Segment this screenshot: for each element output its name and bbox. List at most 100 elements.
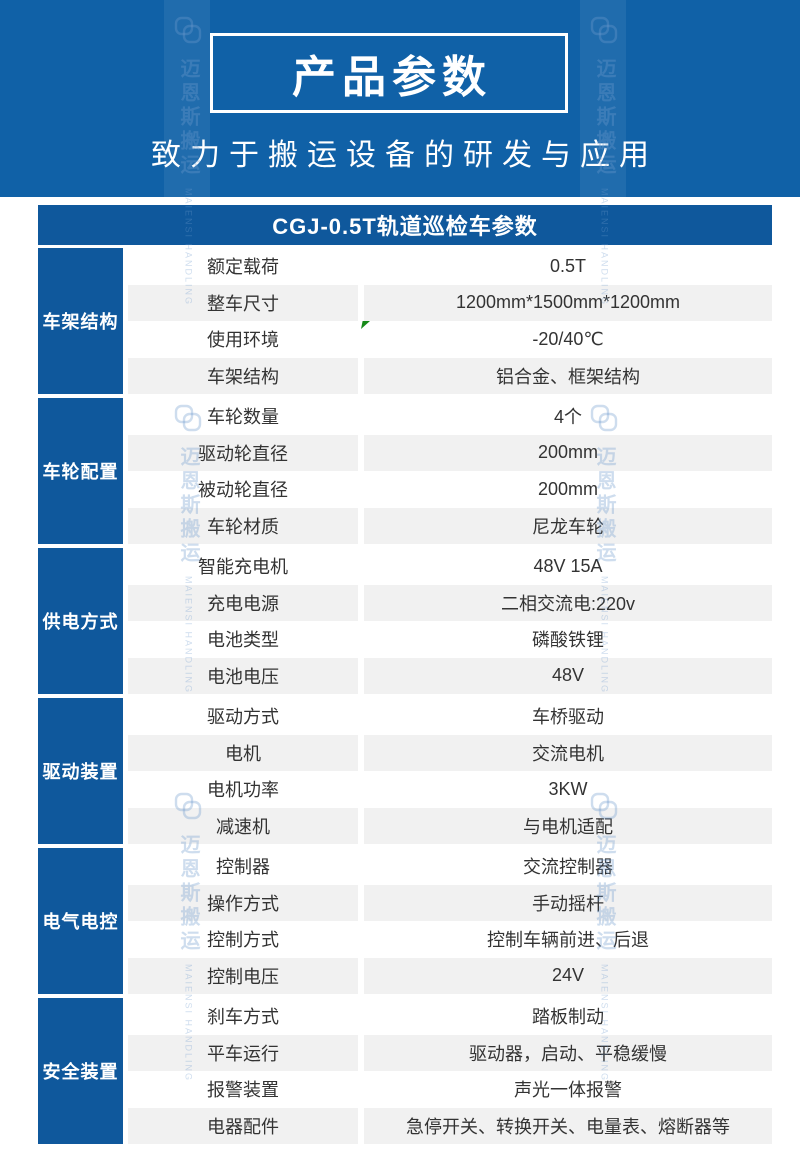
spec-value: 与电机适配: [364, 807, 772, 844]
spec-label: 控制器: [216, 857, 270, 878]
spec-label: 充电电源: [128, 584, 358, 621]
spec-label: 平车运行: [128, 1034, 358, 1071]
table-row: 驱动方式 车桥驱动: [128, 698, 772, 735]
table-row: 控制方式 控制车辆前进、后退: [128, 921, 772, 958]
table-row: 充电电源 二相交流电:220v: [128, 584, 772, 621]
spec-value: 手动摇杆: [364, 884, 772, 921]
spec-label: 整车尺寸: [128, 284, 358, 321]
table-row: 电池类型 磷酸铁锂: [128, 621, 772, 658]
table-row: 智能充电机 48V 15A: [128, 548, 772, 585]
page-title: 产品参数: [292, 53, 492, 102]
spec-value: 二相交流电:220v: [364, 584, 772, 621]
table-row: 驱动轮直径 200mm: [128, 434, 772, 471]
spec-label: 车轮数量: [207, 407, 279, 428]
table-row: 报警装置 声光一体报警: [128, 1071, 772, 1108]
spec-value: -20/40℃: [532, 328, 604, 349]
table-row: 整车尺寸 1200mm*1500mm*1200mm: [128, 284, 772, 321]
spec-value: 车桥驱动: [532, 707, 604, 728]
spec-label: 电池类型: [207, 630, 279, 651]
table-row: 操作方式 手动摇杆: [128, 884, 772, 921]
spec-value: 48V 15A: [533, 555, 603, 576]
spec-label: 电机: [128, 734, 358, 771]
table-row: 额定载荷 0.5T: [128, 248, 772, 285]
table-row: 电机 交流电机: [128, 734, 772, 771]
watermark-strip: [164, 0, 210, 197]
spec-value: 0.5T: [549, 255, 587, 276]
spec-label: 驱动轮直径: [128, 434, 358, 471]
spec-label: 刹车方式: [207, 1007, 279, 1028]
spec-label: 控制电压: [128, 957, 358, 994]
spec-group-electric: 电气电控 控制器 交流控制器 操作方式 手动摇杆 控制方式 控制车辆前进、后退 …: [38, 848, 772, 994]
table-row: 电器配件 急停开关、转换开关、电量表、熔断器等: [128, 1107, 772, 1144]
table-row: 电池电压 48V: [128, 657, 772, 694]
table-row: 车架结构 铝合金、框架结构: [128, 357, 772, 394]
group-rows: 智能充电机 48V 15A 充电电源 二相交流电:220v 电池类型 磷酸铁锂 …: [128, 548, 772, 694]
spec-value: 4个: [553, 407, 582, 428]
category-cell: 安全装置: [38, 998, 123, 1144]
table-row: 平车运行 驱动器，启动、平稳缓慢: [128, 1034, 772, 1071]
watermark-strip: [580, 0, 626, 197]
category-cell: 车架结构: [38, 248, 123, 394]
spec-label: 电器配件: [128, 1107, 358, 1144]
spec-label: 控制方式: [207, 930, 279, 951]
spec-label: 驱动方式: [207, 707, 279, 728]
spec-value: 踏板制动: [532, 1007, 604, 1028]
cursor-marker-icon: [361, 321, 370, 329]
group-rows: 驱动方式 车桥驱动 电机 交流电机 电机功率 3KW 减速机 与电机适配: [128, 698, 772, 844]
spec-group-wheels: 车轮配置 车轮数量 4个 驱动轮直径 200mm 被动轮直径 200mm 车轮材…: [38, 398, 772, 544]
spec-label: 被动轮直径: [198, 480, 288, 501]
spec-value: 声光一体报警: [514, 1080, 622, 1101]
group-rows: 刹车方式 踏板制动 平车运行 驱动器，启动、平稳缓慢 报警装置 声光一体报警 电…: [128, 998, 772, 1144]
spec-label: 电机功率: [207, 780, 279, 801]
spec-table: 车架结构 额定载荷 0.5T 整车尺寸 1200mm*1500mm*1200mm…: [38, 248, 772, 1144]
category-cell: 电气电控: [38, 848, 123, 994]
hero-section: 产品参数 致力于搬运设备的研发与应用: [0, 0, 800, 197]
group-rows: 车轮数量 4个 驱动轮直径 200mm 被动轮直径 200mm 车轮材质 尼龙车…: [128, 398, 772, 544]
spec-value: 铝合金、框架结构: [364, 357, 772, 394]
spec-label: 车架结构: [128, 357, 358, 394]
category-cell: 车轮配置: [38, 398, 123, 544]
table-title-bar: CGJ-0.5T轨道巡检车参数: [38, 205, 772, 245]
spec-label: 报警装置: [207, 1080, 279, 1101]
spec-value: 1200mm*1500mm*1200mm: [364, 284, 772, 321]
spec-label: 额定载荷: [207, 257, 279, 278]
table-row: 减速机 与电机适配: [128, 807, 772, 844]
spec-value: 200mm: [364, 434, 772, 471]
spec-value: 尼龙车轮: [364, 507, 772, 544]
spec-label: 使用环境: [207, 330, 279, 351]
table-row: 车轮数量 4个: [128, 398, 772, 435]
table-row: 使用环境 -20/40℃: [128, 321, 772, 358]
spec-group-power: 供电方式 智能充电机 48V 15A 充电电源 二相交流电:220v 电池类型 …: [38, 548, 772, 694]
product-title-box: 产品参数: [210, 33, 568, 113]
spec-value: 3KW: [548, 778, 588, 799]
group-rows: 额定载荷 0.5T 整车尺寸 1200mm*1500mm*1200mm 使用环境…: [128, 248, 772, 394]
spec-value: 驱动器，启动、平稳缓慢: [364, 1034, 772, 1071]
category-cell: 驱动装置: [38, 698, 123, 844]
table-row: 车轮材质 尼龙车轮: [128, 507, 772, 544]
spec-label: 减速机: [128, 807, 358, 844]
spec-value: 交流电机: [364, 734, 772, 771]
spec-label: 电池电压: [128, 657, 358, 694]
table-row: 控制电压 24V: [128, 957, 772, 994]
table-title: CGJ-0.5T轨道巡检车参数: [272, 214, 538, 239]
spec-value: 200mm: [537, 478, 599, 499]
table-row: 刹车方式 踏板制动: [128, 998, 772, 1035]
spec-value: 控制车辆前进、后退: [487, 930, 649, 951]
table-row: 电机功率 3KW: [128, 771, 772, 808]
spec-value: 磷酸铁锂: [532, 630, 604, 651]
spec-group-frame: 车架结构 额定载荷 0.5T 整车尺寸 1200mm*1500mm*1200mm…: [38, 248, 772, 394]
spec-value: 24V: [364, 957, 772, 994]
table-row: 被动轮直径 200mm: [128, 471, 772, 508]
page-subtitle: 致力于搬运设备的研发与应用: [151, 139, 658, 172]
spec-value: 交流控制器: [523, 857, 613, 878]
spec-label: 智能充电机: [198, 557, 288, 578]
spec-value: 急停开关、转换开关、电量表、熔断器等: [364, 1107, 772, 1144]
spec-label: 操作方式: [128, 884, 358, 921]
spec-group-safety: 安全装置 刹车方式 踏板制动 平车运行 驱动器，启动、平稳缓慢 报警装置 声光一…: [38, 998, 772, 1144]
spec-group-drive: 驱动装置 驱动方式 车桥驱动 电机 交流电机 电机功率 3KW 减速机 与电机适…: [38, 698, 772, 844]
spec-value: 48V: [364, 657, 772, 694]
spec-label: 车轮材质: [128, 507, 358, 544]
category-cell: 供电方式: [38, 548, 123, 694]
table-row: 控制器 交流控制器: [128, 848, 772, 885]
